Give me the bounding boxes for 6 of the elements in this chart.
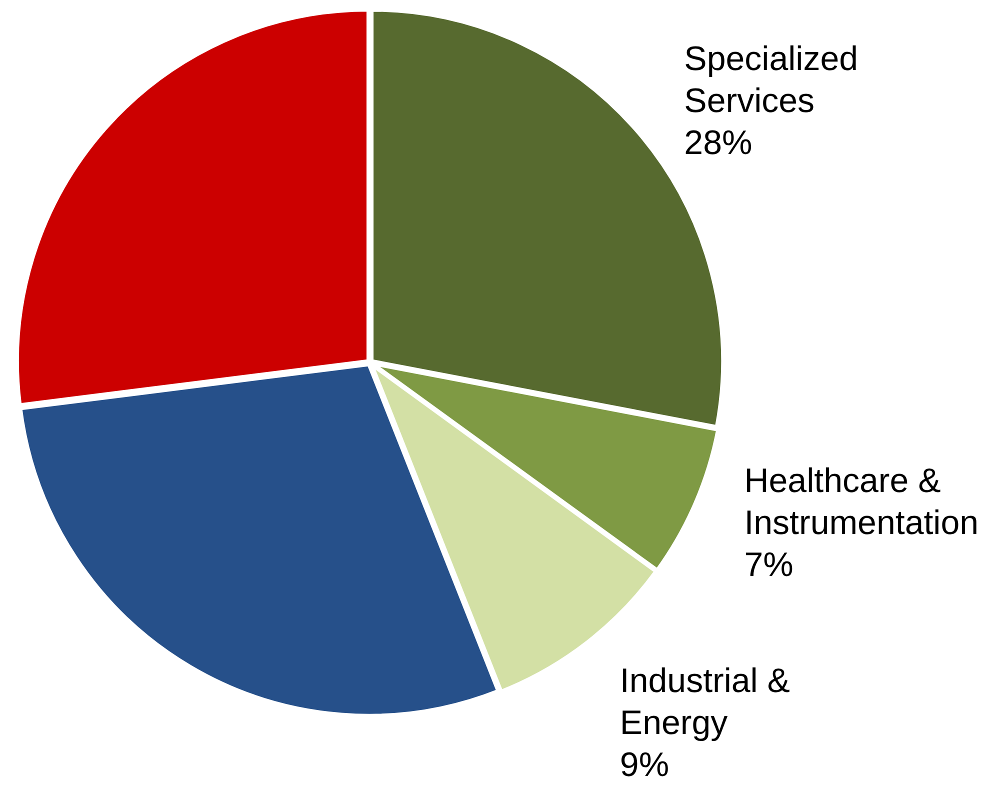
slice-label: Specialized Services: [684, 40, 858, 120]
data-label: 28%: [684, 124, 752, 162]
slice-label: Healthcare & Instrumentation: [744, 462, 979, 542]
slice-label: Industrial & Energy: [620, 662, 790, 742]
data-label: 7%: [744, 546, 794, 584]
data-label: 9%: [620, 746, 670, 784]
